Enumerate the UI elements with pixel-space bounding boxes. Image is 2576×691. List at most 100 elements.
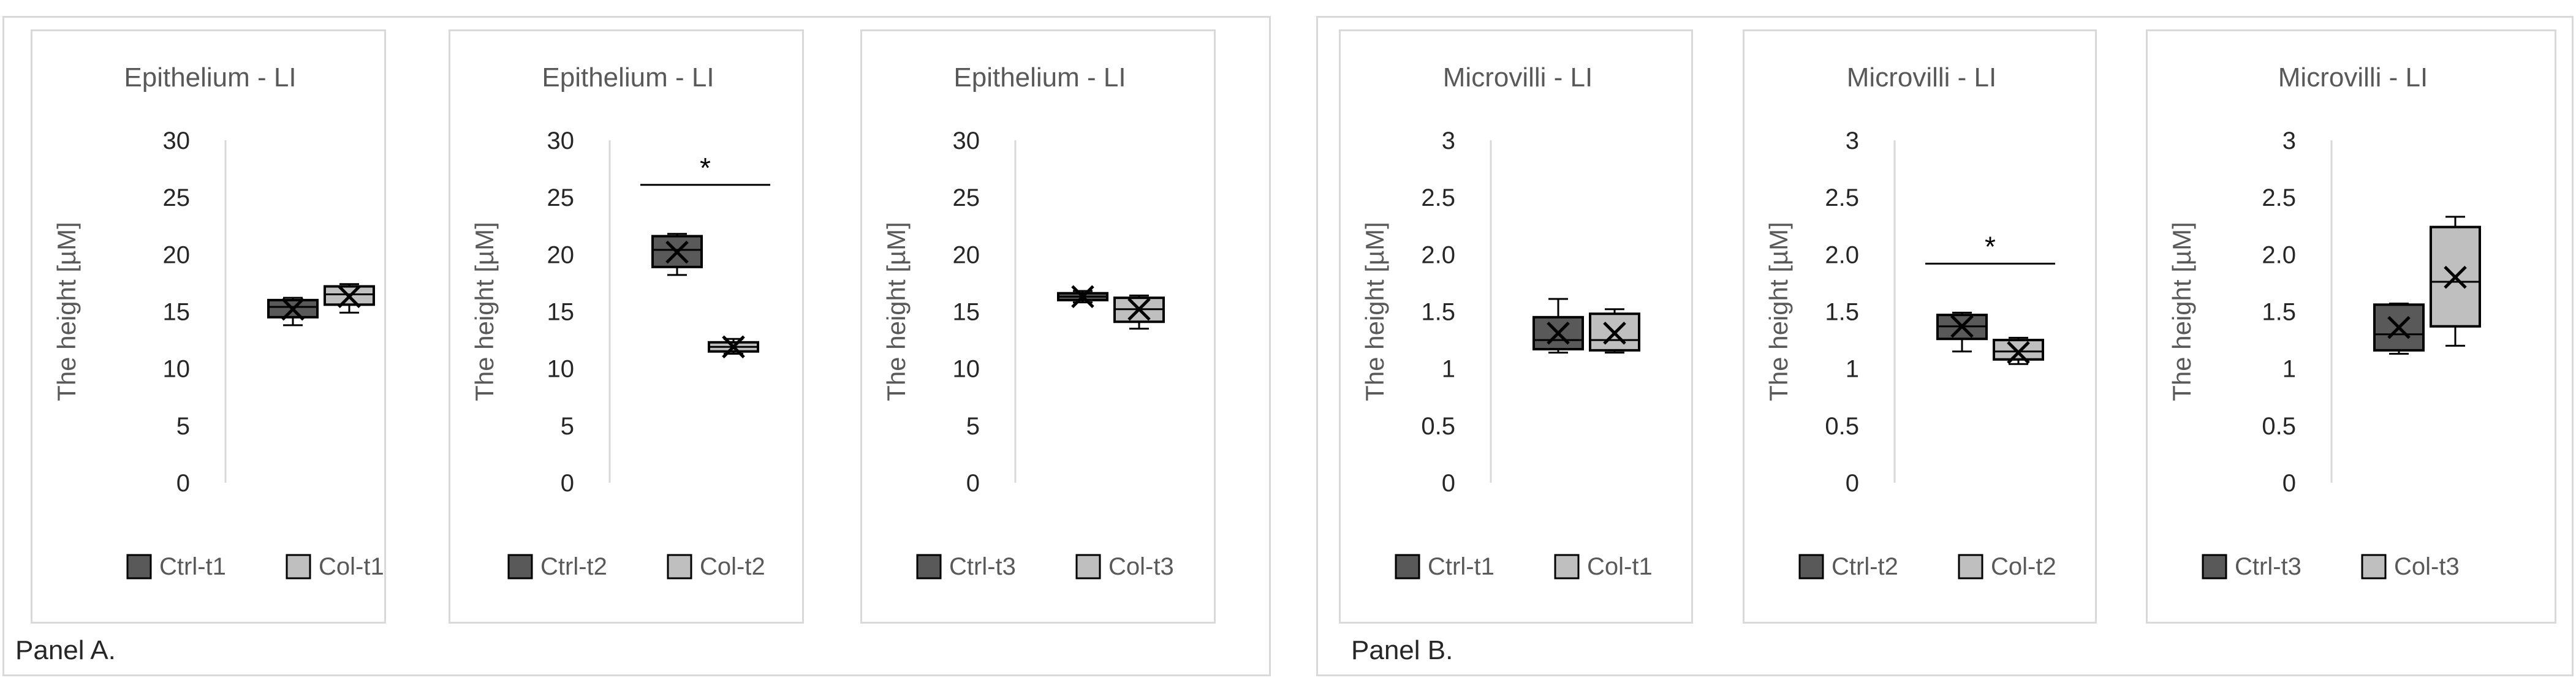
y-tick-label: 0 xyxy=(2282,470,2296,497)
y-tick-label: 10 xyxy=(547,356,575,383)
chart-svg: Microvilli - LI The height [µM] 0 0.5 1 1.5 2.… xyxy=(2167,62,2481,580)
y-axis-label: The height [µM] xyxy=(470,222,499,401)
y-tick-label: 2.0 xyxy=(2262,241,2296,268)
panel-a-label: Panel A. xyxy=(15,635,116,665)
mean-marker xyxy=(2007,341,2030,364)
legend-label: Ctrl-t3 xyxy=(2235,553,2301,580)
legend-label: Ctrl-t2 xyxy=(540,553,607,580)
legend-label: Ctrl-t3 xyxy=(949,553,1016,580)
chart-svg: Microvilli - LI The height [µM] 0 0.5 1 1.5 2.… xyxy=(1764,62,2056,580)
y-tick-label: 3 xyxy=(1846,127,1859,154)
mean-marker xyxy=(722,335,745,359)
mean-marker xyxy=(281,298,305,321)
box-Col-t3 xyxy=(1113,294,1165,330)
y-tick-label: 15 xyxy=(953,299,980,326)
y-tick-label: 1.5 xyxy=(1825,299,1859,326)
chart-3: Epithelium - LI The height [µM] 0 5 10 15 20 25… xyxy=(860,29,1216,624)
legend-swatch xyxy=(1958,554,1983,580)
y-tick-label: 30 xyxy=(163,127,191,154)
box-Col-t1 xyxy=(324,283,375,314)
y-tick-label: 0 xyxy=(561,470,574,497)
y-tick-label: 0.5 xyxy=(1421,413,1455,440)
box-iqr xyxy=(267,298,319,319)
mean-marker xyxy=(665,240,689,264)
legend-label: Ctrl-t2 xyxy=(1832,553,1898,580)
legend-label: Col-t1 xyxy=(1587,553,1653,580)
mean-marker xyxy=(1127,298,1151,321)
chart-6: Microvilli - LI The height [µM] 0 0.5 1 1.5 2.… xyxy=(2146,29,2556,624)
legend-swatch xyxy=(286,554,311,580)
box-Ctrl-t1 xyxy=(1532,298,1584,354)
box-Col-t2 xyxy=(708,335,759,359)
legend-swatch xyxy=(1395,554,1420,580)
legend-swatch xyxy=(1075,554,1101,580)
y-tick-label: 2.0 xyxy=(1421,241,1455,268)
y-tick-label: 0.5 xyxy=(2262,413,2296,440)
box-Ctrl-t3 xyxy=(2373,302,2425,355)
legend-label: Ctrl-t1 xyxy=(1428,553,1494,580)
legend-swatch xyxy=(1554,554,1580,580)
chart-title: Microvilli - LI xyxy=(1847,62,1996,93)
legend-label: Col-t1 xyxy=(319,553,384,580)
mean-marker xyxy=(2444,265,2467,289)
legend-swatch xyxy=(2361,554,2387,580)
y-tick-label: 30 xyxy=(547,127,575,154)
chart-1: Epithelium - LI The height [µM] 0 5 10 15 20 25… xyxy=(31,29,386,624)
y-tick-label: 0 xyxy=(1846,470,1859,497)
y-axis-label: The height [µM] xyxy=(882,222,911,401)
box-Ctrl-t2 xyxy=(1936,311,1988,353)
y-tick-label: 15 xyxy=(547,299,575,326)
y-tick-label: 5 xyxy=(966,413,980,440)
legend-swatch xyxy=(507,554,533,580)
y-axis-label: The height [µM] xyxy=(1360,222,1389,401)
legend-label: Col-t2 xyxy=(1991,553,2056,580)
mean-marker xyxy=(338,285,361,309)
chart-4: Microvilli - LI The height [µM] 0 0.5 1 1.5 2.… xyxy=(1339,29,1693,624)
y-axis-label: The height [µM] xyxy=(52,222,81,401)
legend-swatch xyxy=(1798,554,1824,580)
chart-title: Epithelium - LI xyxy=(953,62,1126,93)
box-Ctrl-t1 xyxy=(267,296,319,327)
y-tick-label: 20 xyxy=(163,241,191,268)
mean-marker xyxy=(1603,322,1626,345)
chart-title: Microvilli - LI xyxy=(1443,62,1593,93)
panel-b-label: Panel B. xyxy=(1351,635,1453,665)
legend-label: Col-t3 xyxy=(1108,553,1174,580)
box-Col-t2 xyxy=(1993,336,2044,365)
mean-marker xyxy=(2387,315,2411,339)
legend-label: Col-t2 xyxy=(700,553,765,580)
legend-swatch xyxy=(126,554,152,580)
y-tick-label: 2.0 xyxy=(1825,241,1859,268)
y-tick-label: 25 xyxy=(163,184,191,211)
y-tick-label: 5 xyxy=(176,413,190,440)
chart-svg: Epithelium - LI The height [µM] 0 5 10 15 20 25… xyxy=(470,62,770,580)
significance-marker: * xyxy=(700,152,711,184)
y-tick-label: 1.5 xyxy=(2262,299,2296,326)
y-tick-label: 20 xyxy=(953,241,980,268)
y-tick-label: 20 xyxy=(547,241,575,268)
box-Col-t1 xyxy=(1589,308,1640,354)
y-tick-label: 15 xyxy=(163,299,191,326)
significance-marker: * xyxy=(1985,230,1996,262)
y-tick-label: 2.5 xyxy=(1825,184,1859,211)
y-tick-label: 10 xyxy=(953,356,980,383)
y-tick-label: 25 xyxy=(953,184,980,211)
legend-swatch xyxy=(916,554,942,580)
y-tick-label: 0.5 xyxy=(1825,413,1859,440)
legend-label: Ctrl-t1 xyxy=(159,553,226,580)
mean-marker xyxy=(1950,314,1974,338)
y-tick-label: 0 xyxy=(1442,470,1455,497)
chart-5: Microvilli - LI The height [µM] 0 0.5 1 1.5 2.… xyxy=(1743,29,2097,624)
y-tick-label: 3 xyxy=(1442,127,1455,154)
mean-marker xyxy=(1071,285,1094,309)
legend-swatch xyxy=(2202,554,2227,580)
box-Ctrl-t2 xyxy=(651,233,703,276)
y-tick-label: 1 xyxy=(1846,356,1859,383)
y-tick-label: 25 xyxy=(547,184,575,211)
mean-marker xyxy=(1547,322,1570,345)
box-iqr xyxy=(1532,315,1584,350)
chart-title: Epithelium - LI xyxy=(542,62,714,93)
chart-svg: Epithelium - LI The height [µM] 0 5 10 15 20 25… xyxy=(52,62,384,580)
chart-title: Epithelium - LI xyxy=(124,62,296,93)
chart-2: Epithelium - LI The height [µM] 0 5 10 15 20 25… xyxy=(449,29,804,624)
